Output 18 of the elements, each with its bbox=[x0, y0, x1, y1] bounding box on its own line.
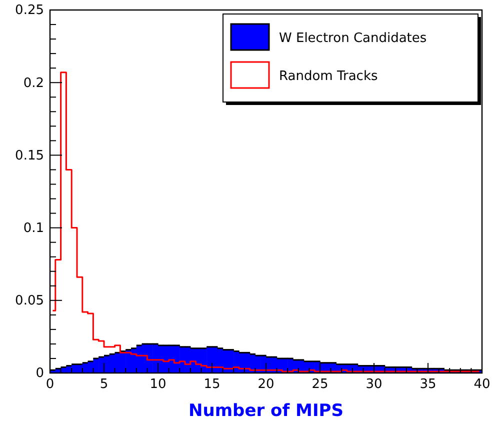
y-tick-label: 0.15 bbox=[15, 148, 44, 164]
x-tick-label: 30 bbox=[366, 377, 382, 392]
y-tick-label: 0.05 bbox=[15, 294, 44, 309]
x-tick-label: 40 bbox=[474, 377, 490, 392]
legend-label: Random Tracks bbox=[279, 69, 378, 84]
x-tick-label: 5 bbox=[100, 377, 108, 392]
x-axis-title: Number of MIPS bbox=[188, 401, 344, 421]
y-tick-label: 0.2 bbox=[23, 76, 44, 91]
x-tick-label: 15 bbox=[204, 377, 220, 392]
x-tick-label: 25 bbox=[312, 377, 328, 392]
x-tick-label: 20 bbox=[258, 377, 274, 392]
y-tick-label: 0 bbox=[36, 366, 44, 382]
x-tick-label: 35 bbox=[420, 377, 436, 392]
y-tick-label: 0.25 bbox=[15, 3, 44, 18]
y-tick-label: 0.1 bbox=[23, 220, 44, 236]
x-tick-label: 10 bbox=[150, 377, 166, 392]
legend-label: W Electron Candidates bbox=[279, 31, 427, 46]
x-tick-label: 0 bbox=[46, 377, 54, 392]
